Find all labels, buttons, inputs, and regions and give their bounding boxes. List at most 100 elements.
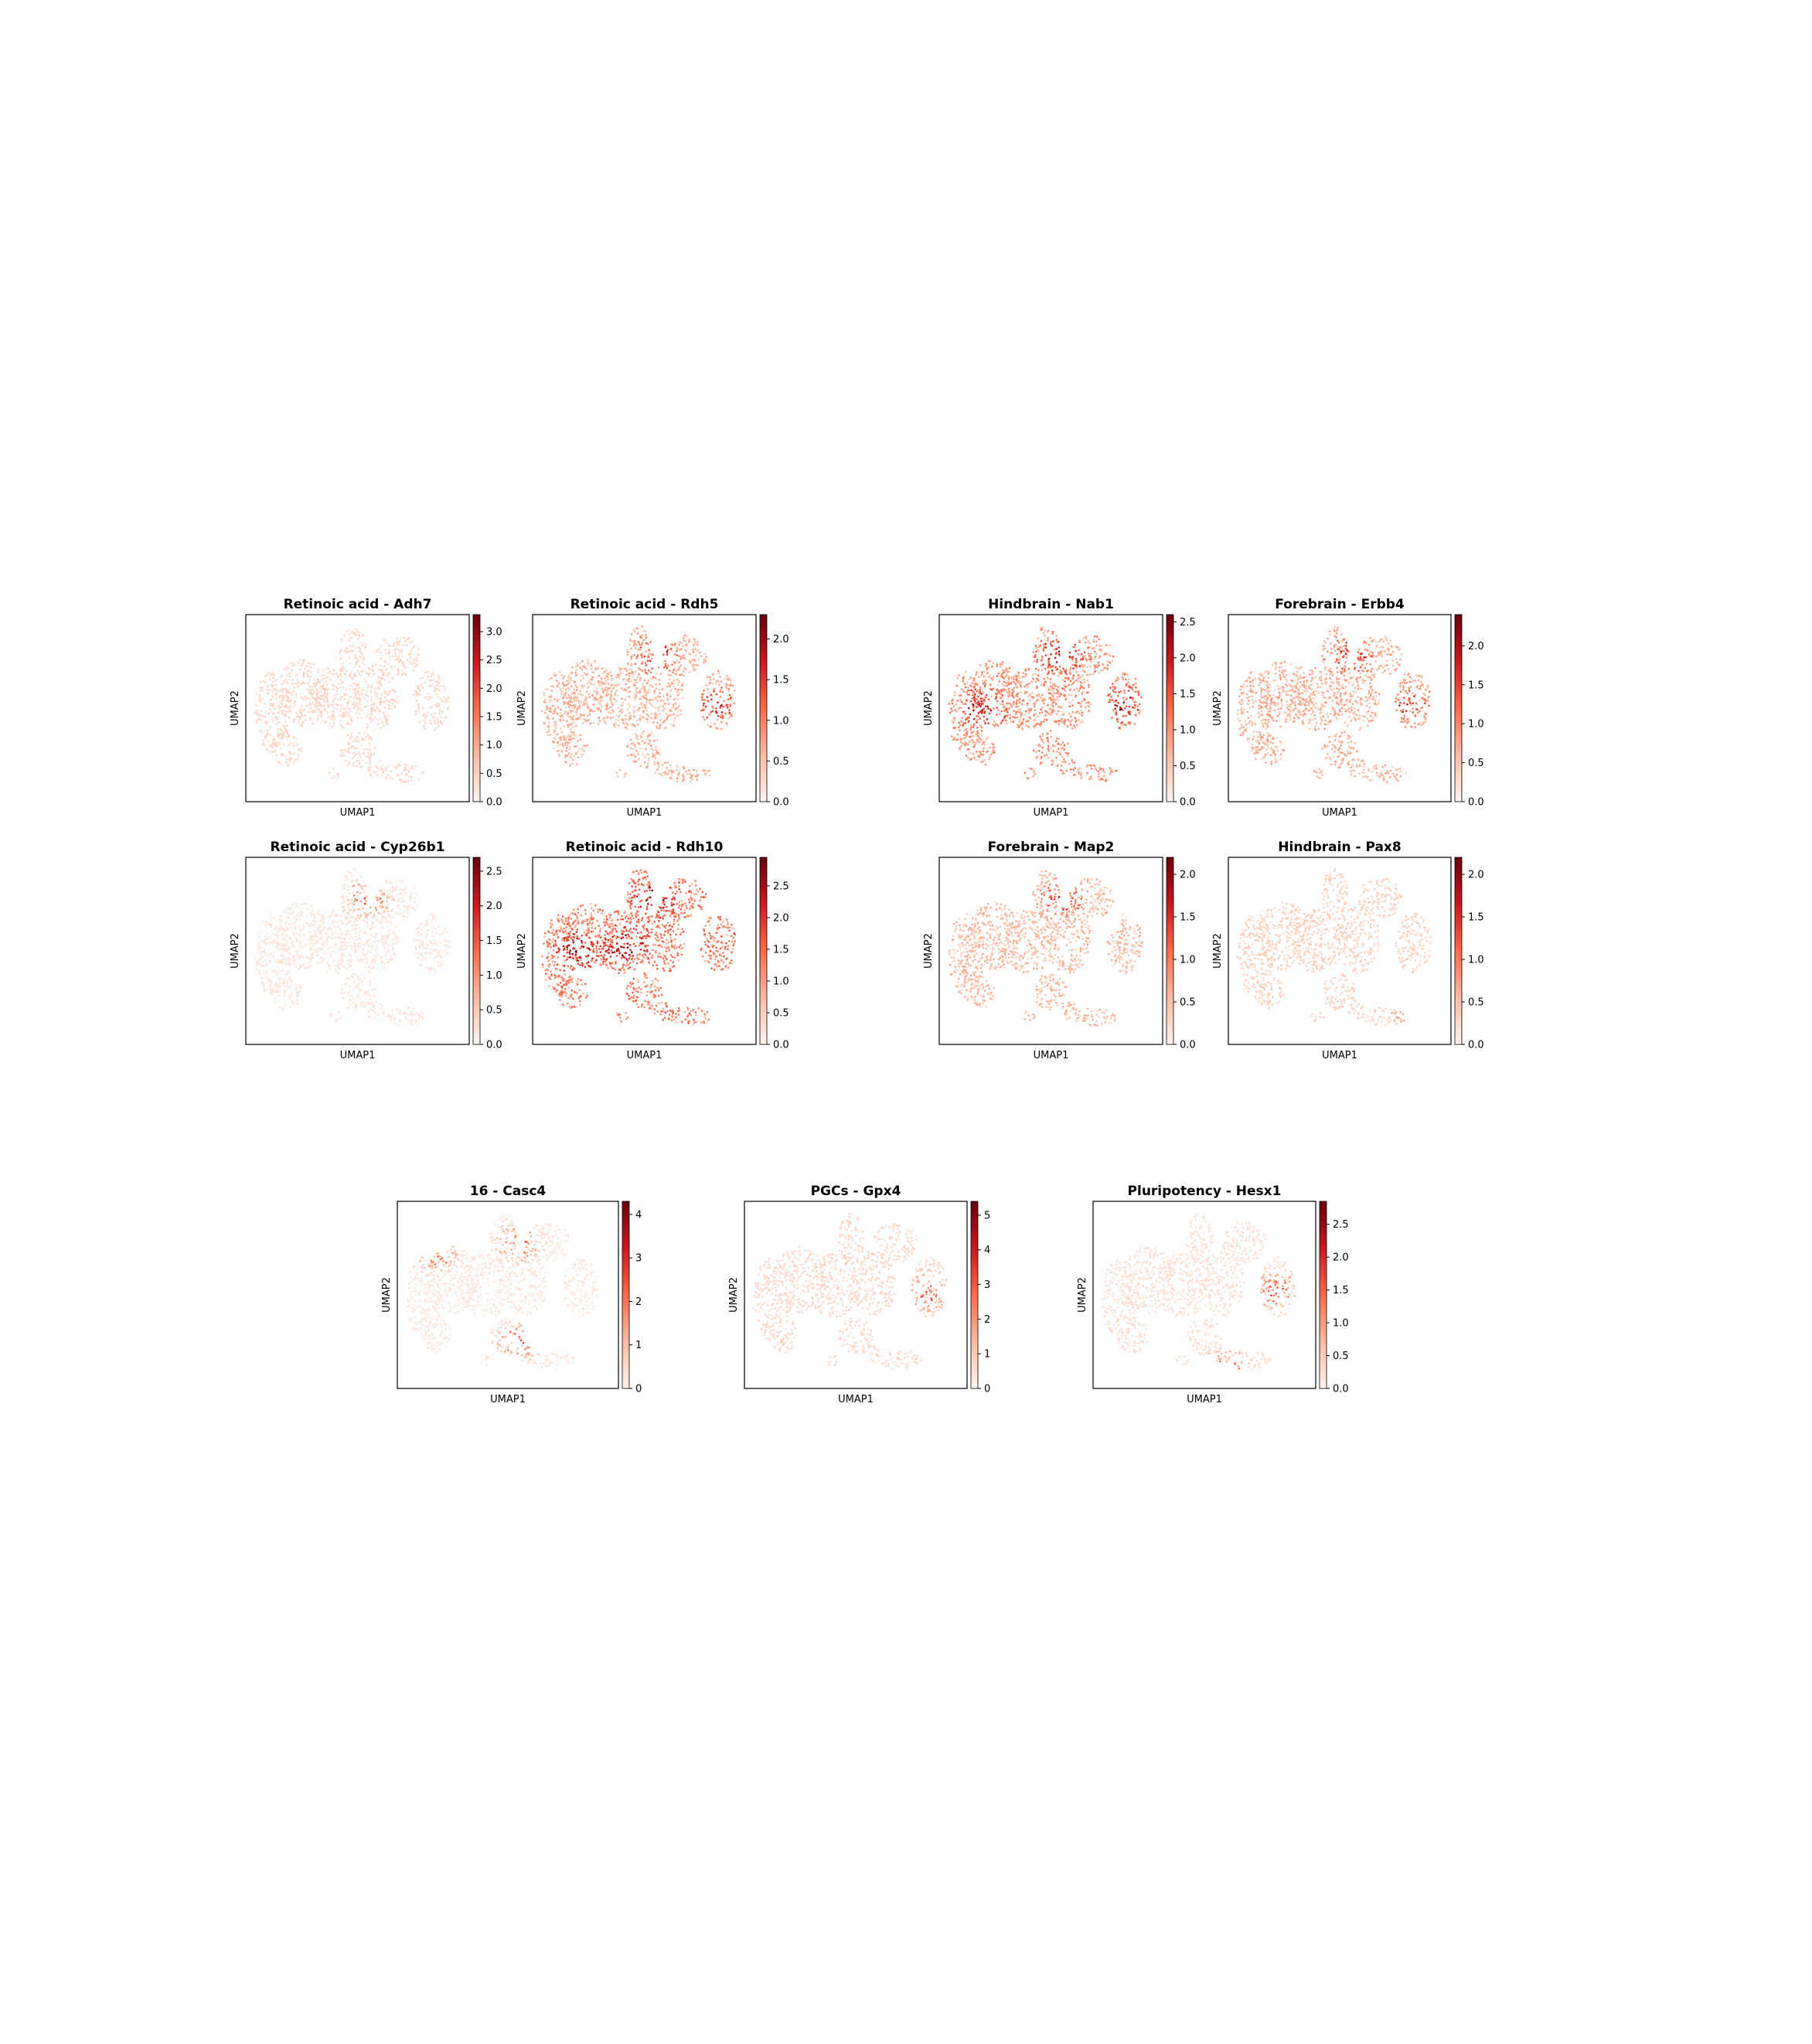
cell-point <box>1261 714 1264 717</box>
cell-point <box>657 707 659 710</box>
cell-point <box>394 659 397 661</box>
cell-point <box>1286 714 1289 717</box>
cell-point <box>668 678 670 680</box>
cell-point <box>278 704 281 707</box>
cell-point <box>634 663 637 665</box>
cell-point <box>311 696 313 699</box>
cell-point <box>567 676 570 678</box>
cell-point <box>702 693 704 696</box>
cell-point <box>349 645 352 648</box>
cell-point <box>542 721 544 724</box>
cell-point <box>640 736 643 739</box>
cell-point <box>676 690 679 693</box>
cell-point <box>1369 676 1371 679</box>
cell-point <box>668 714 670 717</box>
cell-point <box>1051 710 1054 712</box>
cell-point <box>550 700 553 702</box>
cell-point <box>388 707 390 710</box>
cell-point <box>312 689 315 691</box>
cell-point <box>636 719 639 722</box>
cell-point <box>709 682 711 684</box>
cell-point <box>1308 669 1311 672</box>
cell-point <box>1318 676 1321 680</box>
cell-point <box>979 688 981 691</box>
cell-point <box>315 693 318 696</box>
cell-point <box>650 732 653 734</box>
cell-point <box>577 693 580 695</box>
cell-point <box>340 649 343 652</box>
cell-point <box>652 705 655 707</box>
cell-point <box>1260 696 1263 699</box>
cell-point <box>664 663 667 666</box>
cell-point <box>359 656 363 659</box>
cell-point <box>669 695 672 698</box>
cell-point <box>553 708 556 710</box>
cell-point <box>625 714 627 717</box>
cell-point <box>340 704 343 707</box>
cell-point <box>1324 642 1327 644</box>
cell-point <box>271 683 274 686</box>
cell-point <box>1061 679 1064 681</box>
cell-point <box>1033 660 1036 663</box>
cell-point <box>1332 682 1334 684</box>
cell-point <box>348 629 350 632</box>
cell-point <box>1309 709 1311 712</box>
cell-point <box>1339 694 1342 697</box>
cell-point <box>358 684 361 686</box>
cell-point <box>295 758 298 761</box>
cell-point <box>980 753 983 756</box>
cell-point <box>1000 673 1003 676</box>
cell-point <box>1092 639 1095 642</box>
cell-point <box>583 750 586 752</box>
cell-point <box>681 765 684 768</box>
cell-point <box>330 718 333 721</box>
cell-point <box>633 706 635 709</box>
cell-point <box>963 683 966 686</box>
cell-point <box>990 677 993 680</box>
cell-point <box>642 732 644 734</box>
cell-point <box>1003 670 1006 673</box>
cell-point <box>1006 669 1009 672</box>
cell-point <box>353 747 356 749</box>
cell-point <box>569 710 572 714</box>
cell-point <box>720 680 723 683</box>
cell-point <box>661 688 664 690</box>
cell-point <box>635 681 639 683</box>
cell-point <box>1240 707 1242 710</box>
cell-point <box>1098 649 1102 651</box>
cell-point <box>645 682 649 684</box>
cell-point <box>711 673 714 676</box>
cell-point <box>604 670 606 673</box>
cell-point <box>1109 693 1112 695</box>
cell-point <box>571 697 573 700</box>
cell-point <box>618 719 620 722</box>
cell-point <box>1300 697 1303 700</box>
cell-point <box>668 703 671 705</box>
cell-point <box>1329 685 1331 688</box>
cell-point <box>1001 661 1004 663</box>
cell-point <box>400 772 403 775</box>
cell-point <box>725 674 728 677</box>
cell-point <box>343 698 346 700</box>
cell-point <box>1338 709 1341 711</box>
cell-point <box>958 726 960 729</box>
cell-point <box>1111 699 1113 701</box>
cell-point <box>616 694 619 697</box>
cell-point <box>1306 680 1309 682</box>
cell-point <box>669 710 672 712</box>
cell-point <box>606 703 608 706</box>
cell-point <box>1344 665 1347 668</box>
cell-point <box>274 683 278 686</box>
cell-point <box>965 717 968 721</box>
cell-point <box>1361 663 1364 666</box>
cell-point <box>635 749 638 752</box>
cell-point <box>645 635 648 639</box>
cell-point <box>342 680 345 683</box>
cell-point <box>1282 673 1284 676</box>
cell-point <box>1136 690 1139 693</box>
cell-point <box>697 640 699 643</box>
cell-point <box>1259 681 1262 684</box>
cell-point <box>609 695 612 698</box>
cell-point <box>1047 697 1051 700</box>
cell-point <box>407 637 410 639</box>
